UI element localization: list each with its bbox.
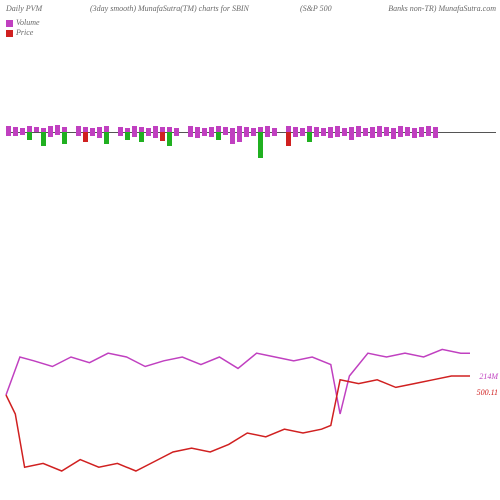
- price-line: [6, 376, 470, 471]
- volume-line: [6, 349, 470, 414]
- line-chart: [0, 0, 500, 500]
